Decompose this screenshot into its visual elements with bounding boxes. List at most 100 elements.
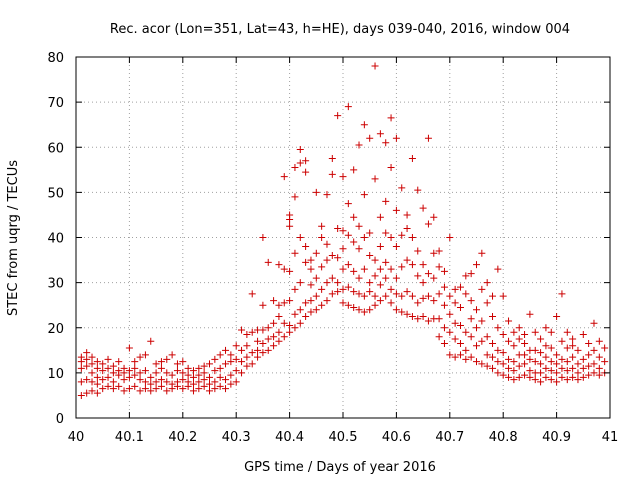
data-point xyxy=(275,301,283,309)
data-point xyxy=(595,353,603,361)
data-point xyxy=(344,231,352,239)
data-point xyxy=(232,378,240,386)
data-point xyxy=(563,328,571,336)
data-point xyxy=(211,367,219,375)
data-point xyxy=(93,358,101,366)
data-point xyxy=(168,351,176,359)
data-point xyxy=(312,274,320,282)
x-tick-label: 40.1 xyxy=(115,430,144,445)
data-point xyxy=(259,349,267,357)
data-point xyxy=(147,337,155,345)
data-point xyxy=(435,333,443,341)
data-point xyxy=(291,249,299,257)
data-point xyxy=(435,315,443,323)
data-point xyxy=(387,285,395,293)
data-point xyxy=(248,360,256,368)
data-point xyxy=(216,382,224,390)
data-point xyxy=(157,364,165,372)
data-point xyxy=(104,373,112,381)
data-point xyxy=(473,342,480,350)
data-point xyxy=(590,346,598,354)
data-point xyxy=(392,290,400,298)
data-point xyxy=(323,297,331,305)
data-point xyxy=(302,243,310,251)
data-point xyxy=(163,387,171,395)
data-point xyxy=(414,272,422,280)
data-point xyxy=(179,385,187,393)
data-point xyxy=(537,360,545,368)
data-point xyxy=(355,222,363,230)
x-tick-label: 40.6 xyxy=(382,430,411,445)
data-point xyxy=(77,364,85,372)
data-point xyxy=(334,112,342,120)
data-point xyxy=(296,279,304,287)
data-point xyxy=(206,387,213,395)
data-point xyxy=(179,376,187,384)
data-point xyxy=(184,378,192,386)
data-point xyxy=(382,197,390,205)
data-point xyxy=(141,351,149,359)
data-point xyxy=(109,362,117,370)
data-point xyxy=(291,193,299,201)
data-point xyxy=(99,367,107,375)
data-point xyxy=(88,369,96,377)
data-point xyxy=(526,367,534,375)
data-point xyxy=(318,263,326,271)
data-point xyxy=(499,371,507,379)
data-point xyxy=(355,274,363,282)
data-point xyxy=(494,358,502,366)
data-point xyxy=(136,376,144,384)
data-point xyxy=(211,355,219,363)
data-point xyxy=(136,369,144,377)
data-point xyxy=(259,234,267,241)
data-point xyxy=(286,211,294,219)
data-point xyxy=(334,224,342,232)
data-point xyxy=(521,331,529,339)
data-point xyxy=(424,292,432,300)
data-point xyxy=(189,387,197,395)
data-point xyxy=(478,285,486,293)
data-point xyxy=(88,387,96,395)
data-point xyxy=(173,378,181,386)
data-point xyxy=(125,344,133,352)
data-point xyxy=(334,279,342,287)
data-point xyxy=(286,267,294,275)
data-point xyxy=(163,355,171,363)
data-point xyxy=(350,238,358,246)
data-point xyxy=(569,364,577,372)
data-point xyxy=(456,351,464,359)
data-point xyxy=(510,328,518,336)
data-point xyxy=(173,367,181,375)
data-point xyxy=(302,258,310,266)
data-point xyxy=(371,272,379,280)
data-point xyxy=(93,389,101,397)
data-point xyxy=(456,283,464,291)
data-point xyxy=(93,380,101,388)
data-point xyxy=(553,369,561,377)
data-point xyxy=(494,346,502,354)
data-point xyxy=(222,376,230,384)
data-point xyxy=(259,326,267,334)
data-point xyxy=(547,367,555,375)
data-point xyxy=(83,349,91,357)
data-point xyxy=(200,369,208,377)
data-point xyxy=(408,234,416,241)
data-point xyxy=(403,310,411,318)
data-point xyxy=(366,279,374,287)
data-point xyxy=(200,362,208,370)
data-point xyxy=(419,279,427,287)
data-point xyxy=(542,342,550,350)
data-point xyxy=(270,342,278,350)
data-point xyxy=(350,303,358,311)
chart-title: Rec. acor (Lon=351, Lat=43, h=HE), days … xyxy=(110,22,570,37)
data-point xyxy=(243,362,251,370)
data-point xyxy=(136,387,144,395)
data-point xyxy=(456,321,464,329)
data-point xyxy=(403,256,411,264)
data-point xyxy=(590,360,598,368)
data-point xyxy=(291,285,299,293)
data-point xyxy=(595,337,603,345)
data-point xyxy=(131,364,139,372)
data-point xyxy=(574,369,582,377)
